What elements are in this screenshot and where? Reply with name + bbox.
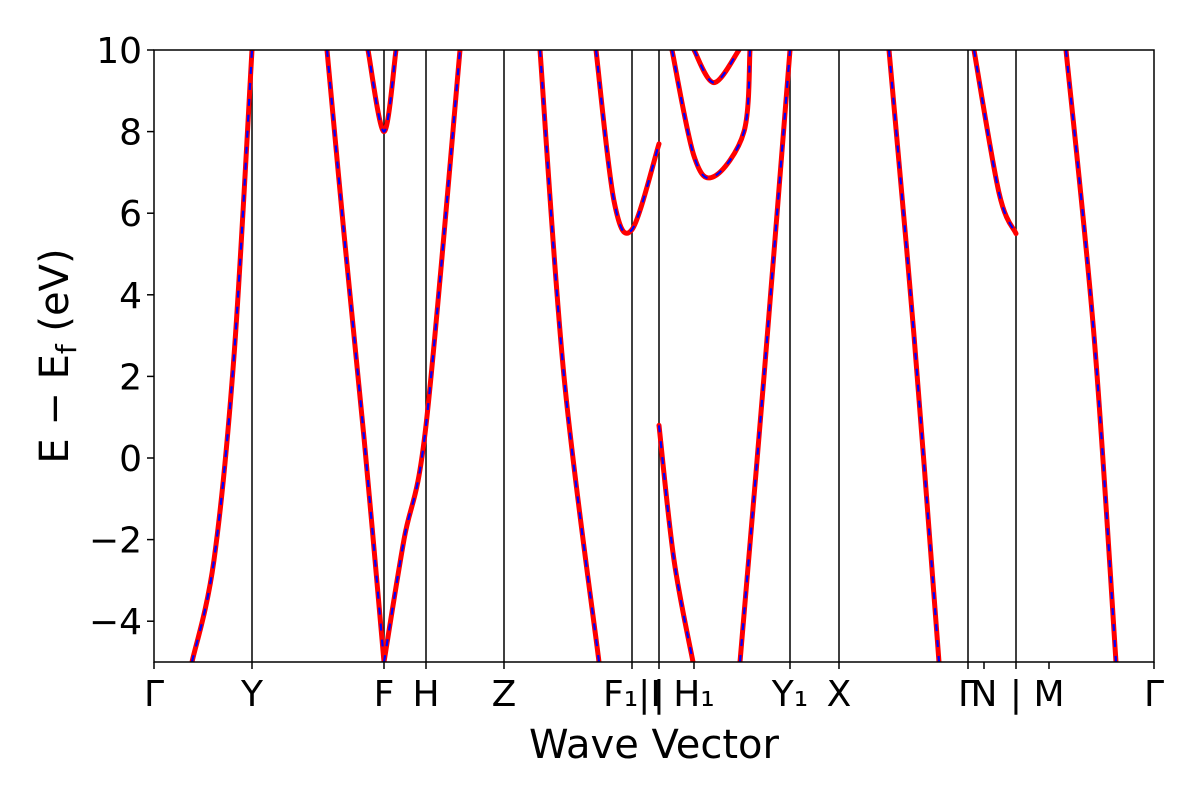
band-line-dashed-overlay: [190, 50, 254, 662]
x-axis-title: Wave Vector: [529, 722, 780, 768]
band-line: [365, 50, 399, 135]
x-tick-label: Y: [240, 674, 264, 715]
band-line: [1063, 50, 1119, 662]
band-line: [737, 50, 793, 662]
x-tick-label: H: [412, 674, 439, 715]
x-tick-label: H₁: [673, 674, 715, 715]
x-tick-label: X: [827, 674, 852, 715]
y-axis-title-subscript: f: [50, 343, 83, 354]
band-line-dashed-overlay: [382, 50, 462, 662]
band-line: [381, 50, 463, 662]
x-tick-label: F: [374, 674, 395, 715]
y-tick-label: −4: [89, 602, 142, 643]
band-line: [593, 50, 662, 236]
x-tick-label: N: [971, 674, 998, 715]
band-line: [886, 50, 942, 662]
y-axis-ticks: −4 −2 0 2 4 6 8 10: [89, 31, 154, 643]
y-tick-label: 10: [96, 31, 142, 72]
x-tick-label: |: [1010, 674, 1022, 715]
band-line-dashed-overlay: [366, 50, 398, 133]
y-axis-title-unit: (eV): [32, 248, 78, 344]
band-line-dashed-overlay: [325, 50, 386, 662]
y-tick-label: 2: [119, 357, 142, 398]
band-line-dashed-overlay: [693, 50, 740, 84]
plot-frame: [153, 49, 1155, 663]
y-tick-label: 8: [119, 113, 142, 154]
band-line: [656, 422, 696, 662]
y-tick-label: −2: [89, 521, 142, 562]
x-tick-label: Γ: [144, 674, 164, 715]
plot-area: [189, 50, 1119, 662]
band-line-dashed-overlay: [657, 425, 695, 662]
y-tick-label: 0: [119, 439, 142, 480]
y-axis-title-main: E − E: [32, 354, 78, 464]
x-tick-label: Y₁: [771, 674, 808, 715]
x-axis-ticks: Γ Y F H Z F₁|I| H₁ Y₁ X ΓN | M Γ: [144, 662, 1164, 715]
band-line: [189, 50, 255, 662]
band-line-dashed-overlay: [538, 50, 601, 662]
band-line-dashed-overlay: [670, 50, 752, 180]
x-tick-label: Γ: [958, 674, 978, 715]
x-tick-label: M: [1033, 674, 1064, 715]
x-tick-label: |: [653, 674, 665, 715]
band-line-dashed-overlay: [972, 50, 1018, 235]
y-axis-title: E − Ef (eV): [32, 248, 83, 463]
y-tick-label: 4: [119, 276, 142, 317]
band-line: [971, 50, 1019, 237]
y-tick-label: 6: [119, 194, 142, 235]
x-tick-label: F₁|I: [603, 674, 661, 715]
band-line: [537, 50, 602, 662]
x-tick-label: Γ: [1144, 674, 1164, 715]
x-tick-label: Z: [492, 674, 517, 715]
